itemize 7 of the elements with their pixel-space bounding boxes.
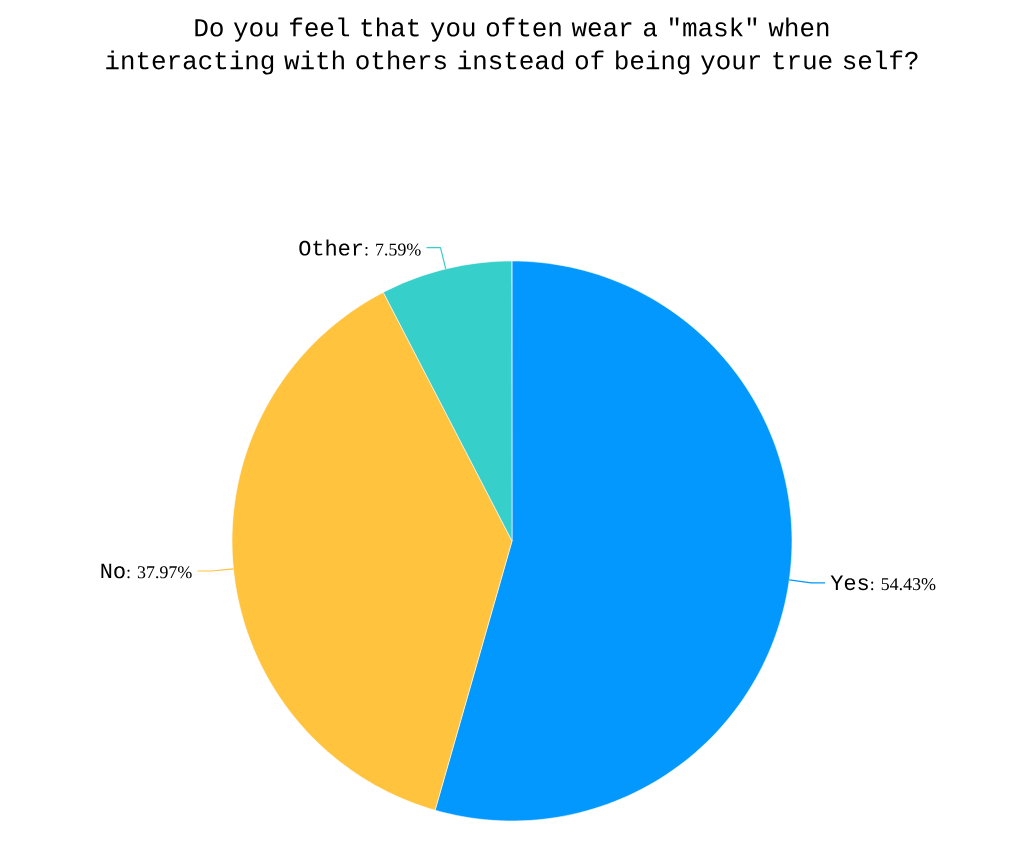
data-label: : 37.97% [127,566,192,579]
slice-label: Yes [830,575,868,591]
data-label: : 7.59% [365,243,421,256]
chart-title: Do you feel that you often wear a "mask" when interacting with others instead of being your true self? [106,17,918,75]
data-label: : 54.43% [871,578,936,591]
slice-label: Other [299,239,363,256]
slice-label: No [101,563,125,579]
